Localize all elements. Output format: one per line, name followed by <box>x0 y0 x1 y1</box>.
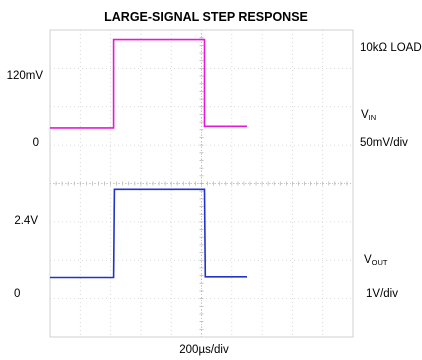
time-scale-label: 200µs/div <box>179 344 229 356</box>
vout-level-label: 2.4V <box>14 215 38 227</box>
vout-channel-name: VOUT <box>364 254 388 267</box>
load-label: 10kΩ LOAD <box>360 42 422 54</box>
trace-layer <box>50 38 247 279</box>
vin-scale-label: 50mV/div <box>360 137 408 149</box>
trace-vout <box>50 188 247 279</box>
chart-title: LARGE-SIGNAL STEP RESPONSE <box>104 10 308 24</box>
vout-zero-label: 0 <box>14 288 20 300</box>
trace-vin <box>50 38 247 129</box>
vin-zero-label: 0 <box>33 137 39 149</box>
vin-level-label: 120mV <box>7 70 44 82</box>
plot-frame <box>49 29 354 338</box>
vin-channel-name: VIN <box>361 109 376 122</box>
plot-grid <box>49 29 354 338</box>
vout-scale-label: 1V/div <box>366 288 398 300</box>
